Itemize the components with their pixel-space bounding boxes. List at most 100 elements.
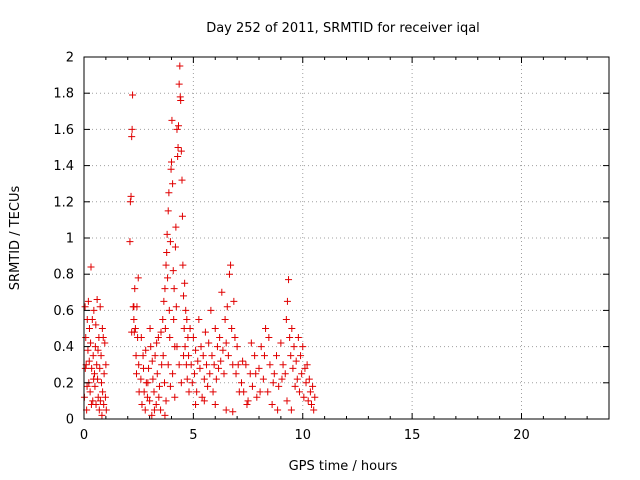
- data-point: [222, 339, 230, 347]
- data-point: [89, 397, 97, 405]
- data-point: [299, 343, 307, 351]
- data-point: [134, 274, 142, 282]
- data-point: [197, 343, 205, 351]
- data-point: [287, 406, 295, 414]
- data-point: [87, 401, 95, 409]
- data-point: [192, 346, 200, 354]
- data-point: [152, 401, 160, 409]
- data-point: [169, 267, 177, 275]
- data-point: [173, 125, 181, 133]
- data-point: [219, 346, 227, 354]
- data-point: [166, 334, 174, 342]
- data-point: [277, 339, 285, 347]
- data-point: [148, 411, 156, 419]
- data-point: [310, 406, 318, 414]
- data-point: [93, 296, 101, 304]
- data-point: [302, 379, 310, 387]
- data-point: [87, 263, 95, 271]
- data-point: [275, 382, 283, 390]
- data-point: [176, 62, 184, 70]
- data-point: [189, 334, 197, 342]
- data-point: [85, 357, 93, 365]
- data-point: [262, 325, 270, 332]
- data-point: [175, 80, 183, 88]
- data-point: [211, 325, 219, 332]
- data-point: [301, 364, 309, 372]
- data-point: [200, 375, 208, 383]
- data-point: [181, 343, 189, 351]
- data-point: [157, 406, 165, 414]
- data-point: [85, 325, 93, 332]
- data-point: [223, 303, 231, 311]
- data-point: [158, 361, 166, 369]
- data-point: [88, 364, 96, 372]
- data-point: [215, 364, 223, 372]
- data-point: [289, 364, 297, 372]
- data-point: [183, 375, 191, 383]
- data-point: [99, 388, 107, 396]
- data-point: [213, 343, 221, 351]
- y-tick-label: 1.8: [53, 87, 74, 102]
- data-point: [172, 303, 180, 311]
- y-tick-label: 0.2: [53, 376, 74, 391]
- data-point: [162, 397, 170, 405]
- data-point: [278, 375, 286, 383]
- data-point: [128, 133, 136, 141]
- data-point: [84, 346, 92, 354]
- data-point: [86, 388, 94, 396]
- data-point: [168, 158, 175, 166]
- data-point: [305, 375, 313, 383]
- data-point: [288, 325, 296, 332]
- y-tick-label: 0: [66, 413, 74, 428]
- data-point: [174, 144, 182, 151]
- data-point: [160, 297, 168, 305]
- data-point: [128, 328, 136, 336]
- data-point: [149, 375, 157, 383]
- data-point: [153, 370, 161, 378]
- data-point: [274, 406, 282, 414]
- data-point: [146, 397, 154, 405]
- data-point: [188, 379, 196, 387]
- x-tick-label: 20: [513, 428, 530, 443]
- data-point: [170, 315, 178, 323]
- data-point: [231, 334, 239, 342]
- data-point: [165, 189, 173, 197]
- y-tick-label: 2: [66, 51, 74, 66]
- data-point: [95, 406, 103, 414]
- data-point: [265, 334, 273, 342]
- data-point: [143, 393, 151, 401]
- data-point: [253, 393, 261, 401]
- data-point: [155, 393, 163, 401]
- data-point: [142, 346, 150, 354]
- data-point: [91, 382, 99, 390]
- data-point: [287, 352, 295, 360]
- data-point: [306, 388, 314, 396]
- data-point: [137, 334, 145, 342]
- y-tick-label: 1.6: [53, 123, 74, 138]
- data-point: [292, 357, 300, 365]
- y-tick-label: 0.4: [53, 340, 74, 355]
- data-point: [157, 328, 165, 336]
- data-point: [178, 212, 186, 220]
- data-point: [140, 364, 147, 372]
- data-point: [169, 370, 177, 378]
- data-point: [102, 406, 110, 414]
- data-point: [198, 393, 206, 401]
- data-point: [269, 379, 277, 387]
- data-point: [295, 388, 303, 396]
- data-point: [144, 379, 152, 387]
- data-point: [260, 352, 268, 360]
- x-tick-label: 15: [404, 428, 421, 443]
- data-point: [283, 297, 291, 305]
- y-tick-label: 0.6: [53, 304, 74, 319]
- data-point: [233, 343, 241, 351]
- data-point: [147, 343, 155, 351]
- data-point: [83, 382, 91, 390]
- data-point: [172, 223, 180, 231]
- y-tick-label: 0.8: [53, 268, 74, 283]
- data-point: [224, 352, 232, 360]
- data-point: [148, 357, 156, 365]
- data-point: [140, 388, 148, 396]
- data-point: [268, 401, 276, 409]
- data-point: [252, 370, 260, 378]
